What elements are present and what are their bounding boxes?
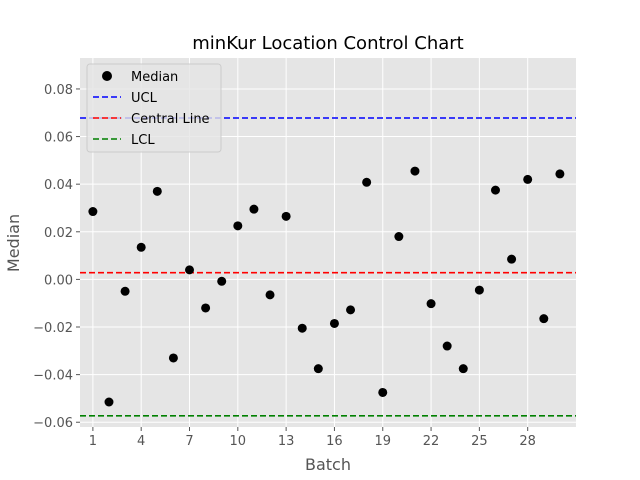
y-tick-label: −0.02 — [33, 321, 73, 336]
median-point — [249, 204, 259, 214]
median-point — [539, 314, 549, 324]
median-point — [458, 364, 468, 374]
median-point — [297, 323, 307, 333]
median-point — [281, 211, 291, 221]
axis-ticks: 1 4 7 10 13 16 19 22 25 28 −0.06 −0.04 −0.02 0.00 0.02… — [33, 83, 536, 449]
x-tick-label: 13 — [278, 434, 295, 449]
legend: Median UCL Central Line LCL — [86, 63, 222, 153]
y-tick-label: 0.08 — [44, 83, 73, 98]
x-tick-label: 10 — [230, 434, 247, 449]
median-point — [201, 303, 211, 313]
legend-label-lcl: LCL — [131, 133, 155, 148]
median-point — [394, 232, 404, 242]
y-tick-label: −0.04 — [33, 369, 73, 384]
x-tick-label: 19 — [374, 434, 391, 449]
legend-label-ucl: UCL — [131, 91, 158, 106]
x-tick-label: 22 — [423, 434, 440, 449]
data-points — [88, 166, 565, 407]
x-tick-label: 1 — [89, 434, 97, 449]
median-point — [217, 276, 227, 286]
legend-box — [86, 63, 222, 153]
median-point — [555, 169, 565, 179]
x-tick-label: 28 — [519, 434, 536, 449]
x-tick-label: 4 — [137, 434, 145, 449]
legend-label-median: Median — [131, 70, 178, 85]
median-point — [523, 174, 533, 184]
legend-label-central-line: Central Line — [131, 112, 210, 127]
y-tick-label: 0.06 — [44, 131, 73, 146]
median-point — [474, 285, 484, 295]
median-point — [233, 221, 243, 231]
median-point — [136, 242, 146, 252]
x-tick-label: 16 — [326, 434, 343, 449]
x-tick-label: 7 — [185, 434, 193, 449]
median-point — [185, 265, 195, 275]
median-point — [329, 318, 339, 328]
legend-marker-median — [102, 71, 112, 81]
y-tick-label: 0.00 — [44, 273, 73, 288]
median-point — [265, 290, 275, 300]
median-point — [152, 186, 162, 196]
median-point — [362, 177, 372, 187]
y-tick-label: −0.06 — [33, 416, 73, 431]
y-axis-label: Median — [4, 214, 23, 272]
median-point — [168, 353, 178, 363]
median-point — [104, 397, 114, 407]
x-axis-label: Batch — [305, 455, 351, 474]
median-point — [378, 387, 388, 397]
median-point — [346, 305, 356, 315]
median-point — [410, 166, 420, 176]
median-point — [490, 185, 500, 195]
median-point — [426, 299, 436, 309]
y-tick-label: 0.04 — [44, 178, 73, 193]
median-point — [88, 207, 98, 217]
median-point — [120, 286, 130, 296]
y-tick-label: 0.02 — [44, 226, 73, 241]
median-point — [507, 254, 517, 264]
median-point — [313, 364, 323, 374]
x-tick-label: 25 — [471, 434, 488, 449]
chart-title: minKur Location Control Chart — [192, 33, 464, 54]
median-point — [442, 341, 452, 351]
